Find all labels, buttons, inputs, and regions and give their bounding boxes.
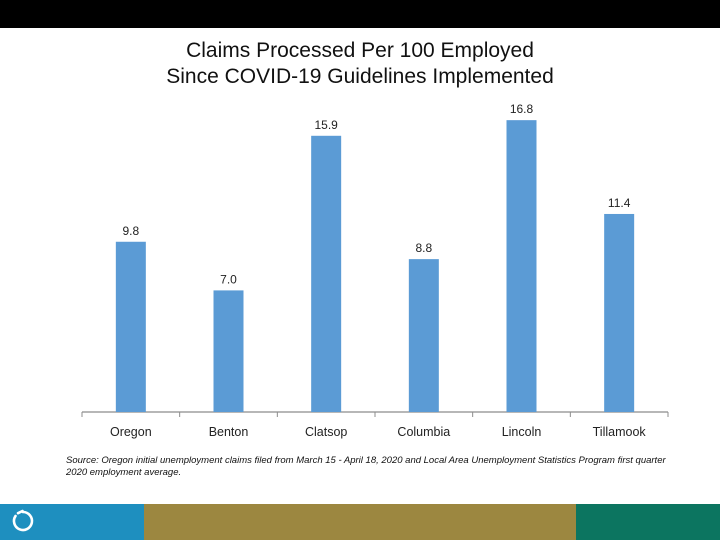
bar-benton [213,290,244,412]
data-label-oregon: 9.8 [122,224,139,238]
category-label-tillamook: Tillamook [593,425,647,439]
chart-title-line-2: Since COVID-19 Guidelines Implemented [166,65,554,88]
data-label-tillamook: 11.4 [608,196,631,210]
data-label-benton: 7.0 [220,272,237,286]
category-label-oregon: Oregon [110,425,152,439]
oregon-logo-icon [12,509,34,532]
category-label-clatsop: Clatsop [305,425,347,439]
data-label-clatsop: 15.9 [314,118,338,132]
bar-clatsop [311,135,342,412]
bar-columbia [408,259,439,412]
footer-bar [0,504,720,540]
category-label-columbia: Columbia [397,425,450,439]
footer-blue-segment [0,504,144,540]
bar-tillamook [604,213,635,412]
data-label-lincoln: 16.8 [510,102,534,116]
top-black-bar [0,0,720,28]
footer-gold-segment [144,504,576,540]
source-note: Source: Oregon initial unemployment clai… [66,455,666,478]
chart-title: Claims Processed Per 100 Employed Since … [0,38,720,90]
data-label-columbia: 8.8 [415,241,432,255]
category-label-benton: Benton [209,425,249,439]
footer-green-segment [576,504,720,540]
bar-oregon [115,241,146,412]
category-label-lincoln: Lincoln [502,425,542,439]
bar-lincoln [506,120,537,412]
chart-title-line-1: Claims Processed Per 100 Employed [186,39,534,62]
